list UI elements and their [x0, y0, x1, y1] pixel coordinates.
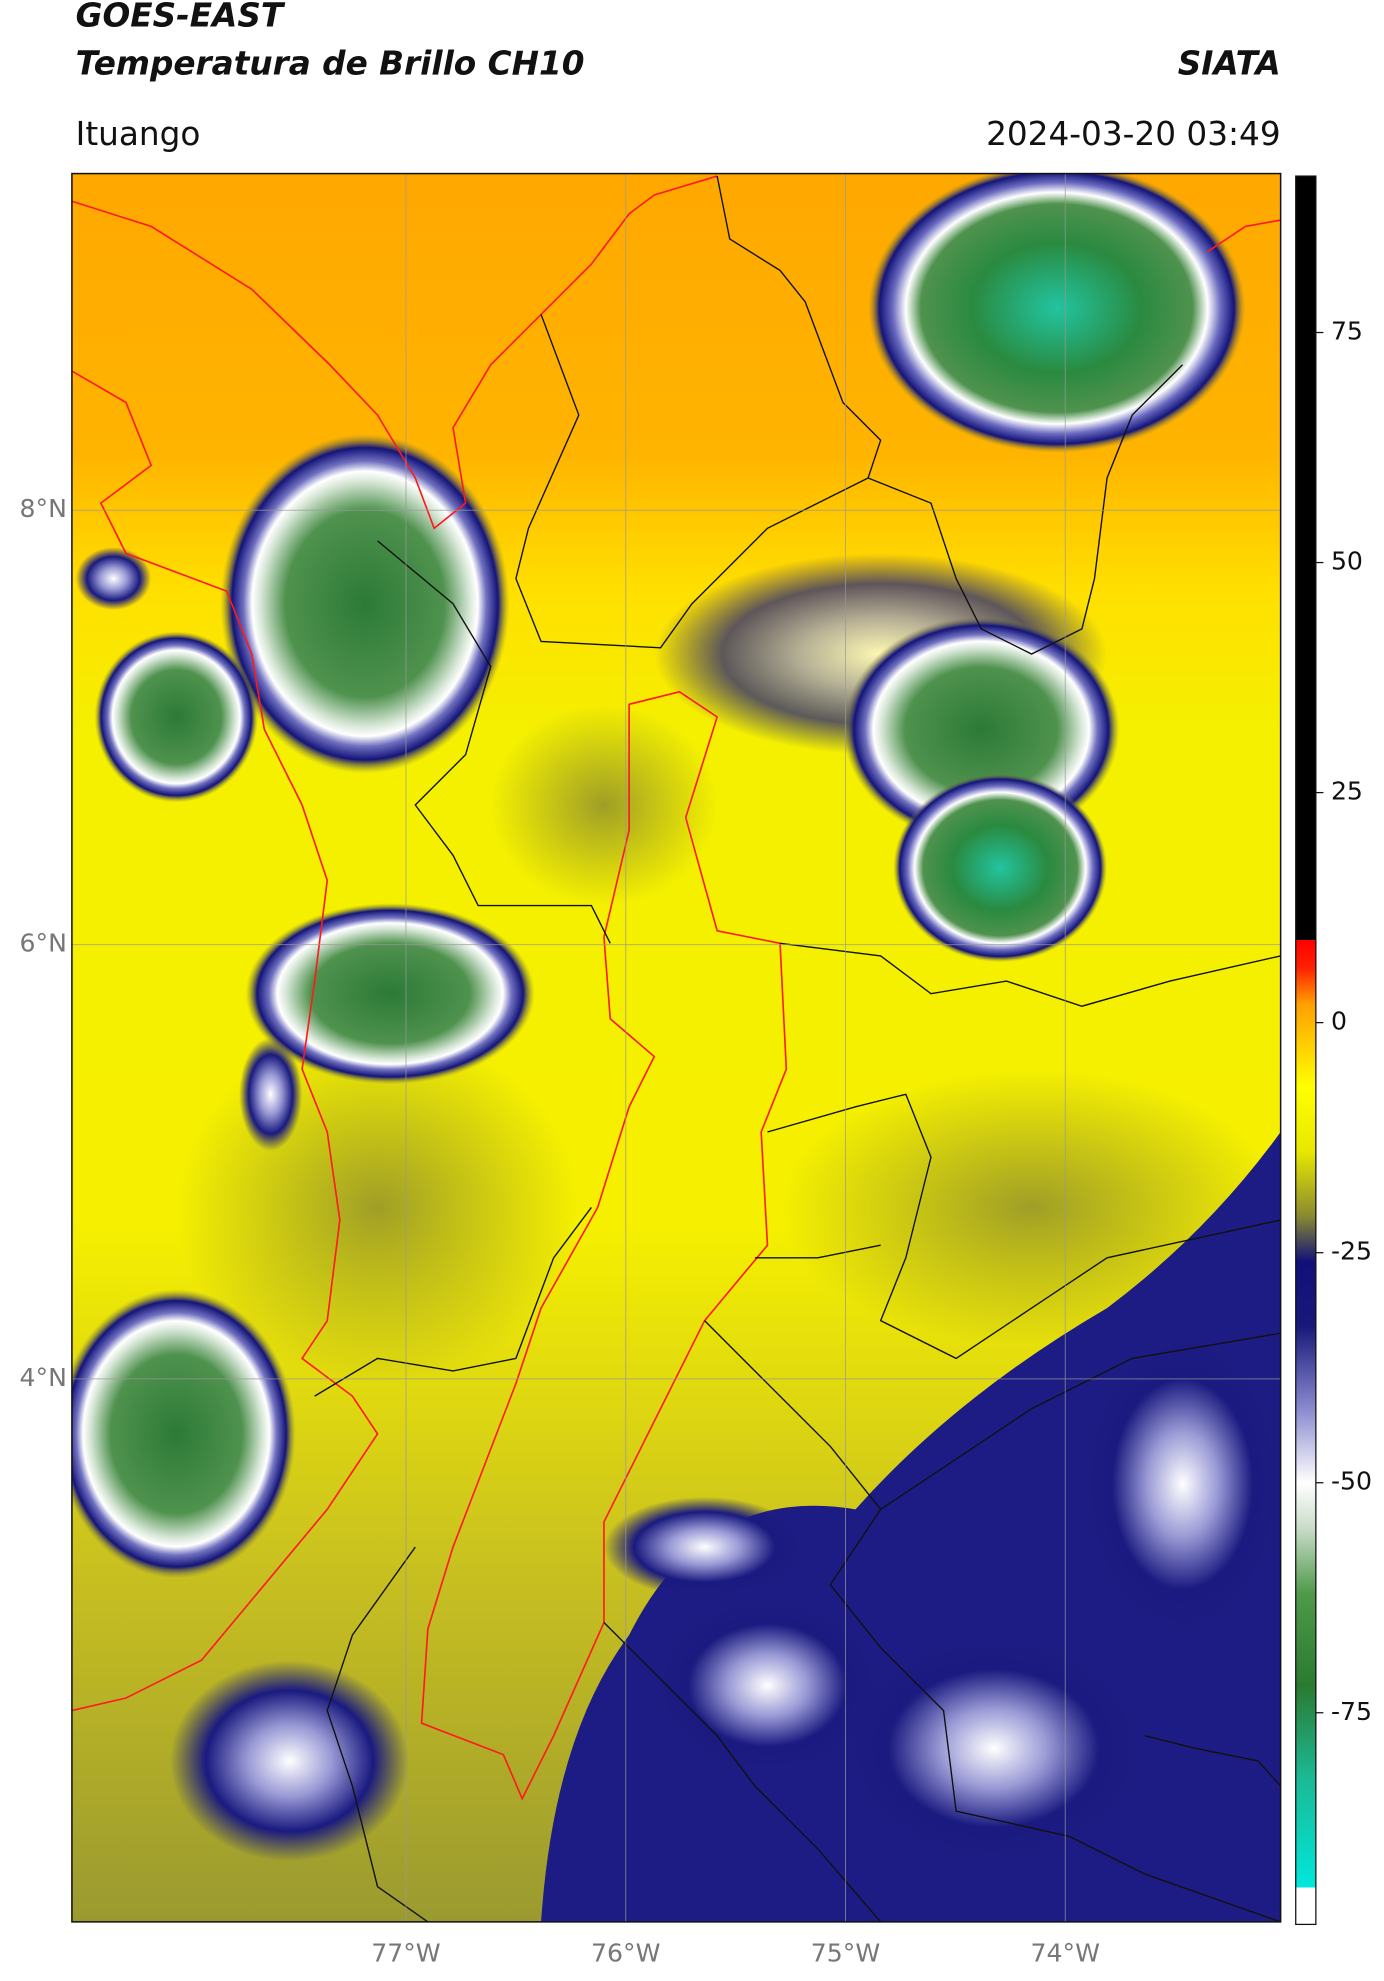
lon-tick-label: 77°W: [371, 1939, 441, 1968]
colorbar-tick-label: 25: [1331, 777, 1363, 806]
border: [867, 364, 1184, 655]
cloud: [71, 1289, 296, 1579]
border: [314, 1207, 592, 1397]
colorbar: [1295, 175, 1317, 1926]
colorbar-tick-label: 0: [1331, 1007, 1347, 1036]
colorbar-tick-label: -50: [1331, 1467, 1372, 1496]
lon-tick-label: 74°W: [1031, 1939, 1101, 1968]
cloud: [490, 704, 718, 906]
cloud: [603, 1496, 806, 1598]
lat-tick-label: 4°N: [20, 1363, 67, 1392]
cloud: [239, 1037, 303, 1151]
cloud: [1081, 1333, 1281, 1636]
border: [515, 175, 882, 649]
border: [326, 1546, 429, 1922]
datetime: 2024-03-20 03:49: [986, 115, 1281, 153]
border: [754, 1244, 881, 1259]
cloud: [842, 1635, 1145, 1862]
location: Ituango: [76, 115, 201, 153]
border: [779, 942, 1281, 1007]
lat-tick-label: 6°N: [20, 929, 67, 958]
cloud: [893, 773, 1108, 963]
border: [1207, 219, 1281, 253]
cloud: [245, 903, 535, 1085]
title: GOES-EAST: [76, 0, 286, 35]
lon-tick-label: 76°W: [591, 1939, 661, 1968]
colorbar-tick-label: -25: [1331, 1237, 1372, 1266]
border: [829, 1508, 1281, 1922]
colorbar-tick-label: 75: [1331, 317, 1363, 346]
grid: [71, 173, 1281, 1922]
cloud: [75, 547, 152, 611]
border: [377, 540, 611, 944]
map-image: [71, 173, 1281, 1922]
border: [704, 1320, 1281, 1511]
border: [603, 1622, 882, 1922]
border: [1144, 1735, 1281, 1787]
lat-tick-label: 8°N: [20, 494, 67, 523]
cloud: [220, 433, 510, 774]
source: SIATA: [1178, 44, 1281, 82]
cloud: [170, 1660, 409, 1862]
border: [767, 1093, 1281, 1360]
colorbar-tick-label: 50: [1331, 547, 1363, 576]
colorbar-tick-label: -75: [1331, 1697, 1372, 1726]
cloud: [654, 1597, 881, 1774]
cloud: [868, 173, 1246, 453]
subtitle: Temperatura de Brillo CH10: [76, 44, 585, 82]
coastline: [71, 175, 718, 530]
map-frame: [71, 172, 1282, 1923]
antioquia-border: [420, 690, 788, 1801]
coastline: [71, 370, 379, 1712]
lon-tick-label: 75°W: [811, 1939, 881, 1968]
cloud: [94, 631, 259, 803]
